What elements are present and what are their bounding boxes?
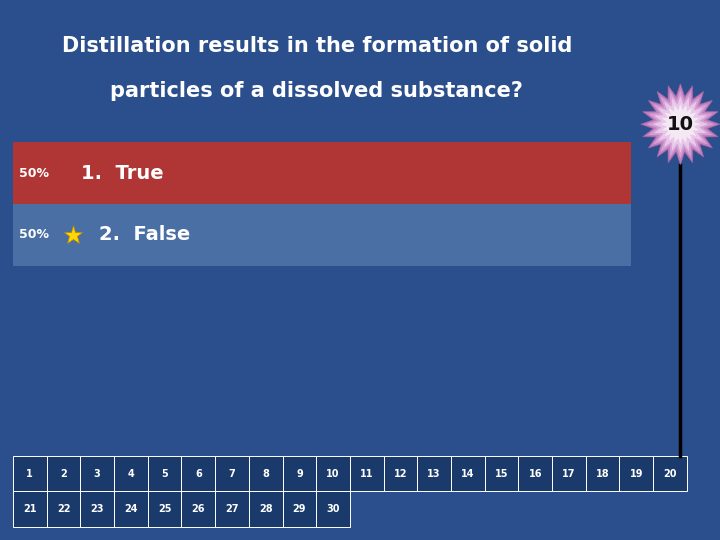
Text: 25: 25 [158, 504, 171, 514]
FancyBboxPatch shape [586, 456, 619, 491]
FancyBboxPatch shape [249, 491, 282, 526]
Text: 4: 4 [127, 469, 134, 479]
Text: 11: 11 [360, 469, 374, 479]
Text: 27: 27 [225, 504, 239, 514]
Text: 22: 22 [57, 504, 71, 514]
FancyBboxPatch shape [249, 456, 282, 491]
FancyBboxPatch shape [181, 456, 215, 491]
FancyBboxPatch shape [215, 456, 249, 491]
FancyBboxPatch shape [114, 491, 148, 526]
FancyBboxPatch shape [552, 456, 586, 491]
FancyBboxPatch shape [316, 456, 350, 491]
Text: 8: 8 [262, 469, 269, 479]
Text: 15: 15 [495, 469, 508, 479]
Text: 10: 10 [326, 469, 340, 479]
FancyBboxPatch shape [13, 456, 47, 491]
FancyBboxPatch shape [350, 456, 384, 491]
Text: 24: 24 [124, 504, 138, 514]
Text: 3: 3 [94, 469, 101, 479]
Text: 30: 30 [326, 504, 340, 514]
Text: 17: 17 [562, 469, 576, 479]
Text: 9: 9 [296, 469, 302, 479]
Text: 7: 7 [229, 469, 235, 479]
FancyBboxPatch shape [215, 491, 249, 526]
Text: 12: 12 [394, 469, 408, 479]
Polygon shape [652, 96, 708, 152]
FancyBboxPatch shape [418, 456, 451, 491]
FancyBboxPatch shape [282, 491, 316, 526]
FancyBboxPatch shape [148, 491, 181, 526]
Text: 6: 6 [195, 469, 202, 479]
Text: 29: 29 [292, 504, 306, 514]
Text: 13: 13 [428, 469, 441, 479]
Text: 1: 1 [27, 469, 33, 479]
FancyBboxPatch shape [114, 456, 148, 491]
FancyBboxPatch shape [148, 456, 181, 491]
Text: 2: 2 [60, 469, 67, 479]
FancyBboxPatch shape [13, 142, 631, 204]
Polygon shape [641, 84, 720, 165]
Text: 16: 16 [528, 469, 542, 479]
Text: Distillation results in the formation of solid: Distillation results in the formation of… [62, 36, 572, 56]
Text: 14: 14 [461, 469, 474, 479]
Polygon shape [647, 90, 714, 159]
Text: particles of a dissolved substance?: particles of a dissolved substance? [110, 80, 523, 101]
Text: 23: 23 [91, 504, 104, 514]
FancyBboxPatch shape [13, 204, 631, 266]
Text: 5: 5 [161, 469, 168, 479]
Text: 1.  True: 1. True [81, 164, 164, 183]
Text: 10: 10 [667, 114, 694, 134]
FancyBboxPatch shape [81, 456, 114, 491]
FancyBboxPatch shape [384, 456, 418, 491]
FancyBboxPatch shape [619, 456, 653, 491]
Text: 26: 26 [192, 504, 205, 514]
FancyBboxPatch shape [181, 491, 215, 526]
Text: 18: 18 [596, 469, 609, 479]
FancyBboxPatch shape [13, 491, 47, 526]
Text: 28: 28 [259, 504, 272, 514]
Text: 50%: 50% [19, 166, 49, 180]
FancyBboxPatch shape [653, 456, 687, 491]
FancyBboxPatch shape [47, 456, 81, 491]
FancyBboxPatch shape [47, 491, 81, 526]
FancyBboxPatch shape [518, 456, 552, 491]
FancyBboxPatch shape [282, 456, 316, 491]
FancyBboxPatch shape [316, 491, 350, 526]
FancyBboxPatch shape [81, 491, 114, 526]
Polygon shape [661, 104, 700, 144]
Text: 19: 19 [629, 469, 643, 479]
Text: 2.  False: 2. False [99, 225, 191, 244]
Text: 21: 21 [23, 504, 37, 514]
FancyBboxPatch shape [485, 456, 518, 491]
Text: 20: 20 [663, 469, 677, 479]
Text: 50%: 50% [19, 228, 49, 241]
FancyBboxPatch shape [451, 456, 485, 491]
